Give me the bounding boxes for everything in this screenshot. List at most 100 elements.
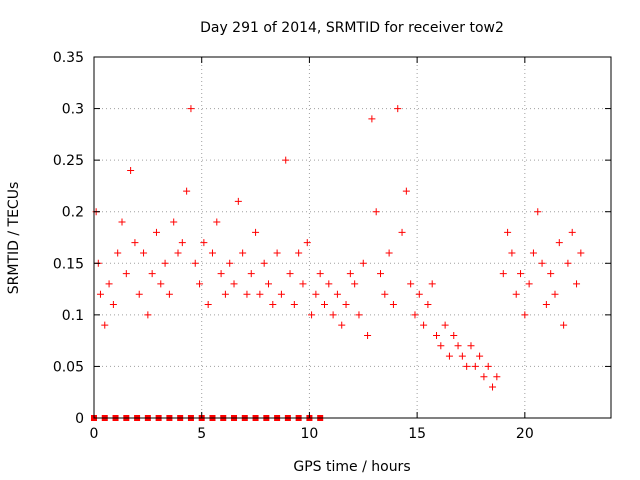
data-point (415, 290, 423, 298)
data-point (385, 249, 393, 257)
data-point (534, 208, 542, 216)
data-point (243, 290, 251, 298)
y-tick-label: 0.3 (62, 102, 84, 118)
x-tick-label: 20 (516, 426, 534, 442)
data-point (484, 362, 492, 370)
data-point (256, 290, 264, 298)
data-point (191, 259, 199, 267)
data-point (308, 311, 316, 319)
data-point (230, 280, 238, 288)
data-point (286, 270, 294, 278)
axes: 0 0.05 0.1 0.15 0.2 0.25 0.3 0.35 0 5 10 15 20 (53, 50, 611, 442)
data-point (170, 218, 178, 226)
data-point (325, 280, 333, 288)
data-point (131, 239, 139, 247)
data-point (529, 249, 537, 257)
data-point (157, 280, 165, 288)
data-point (174, 249, 182, 257)
data-point (161, 259, 169, 267)
data-point (467, 342, 475, 350)
data-point (217, 270, 225, 278)
data-point (420, 321, 428, 329)
data-point (441, 321, 449, 329)
data-point (196, 280, 204, 288)
data-point (178, 239, 186, 247)
data-point (560, 321, 568, 329)
data-point (508, 249, 516, 257)
data-point (264, 280, 272, 288)
data-point (424, 301, 432, 309)
data-point (118, 218, 126, 226)
data-point (329, 311, 337, 319)
data-point (346, 270, 354, 278)
data-point (148, 270, 156, 278)
data-point (101, 321, 109, 329)
data-point (226, 259, 234, 267)
data-point (394, 105, 402, 113)
x-tick-label: 15 (408, 426, 426, 442)
x-tick-label: 0 (90, 426, 99, 442)
data-point (411, 311, 419, 319)
data-point (458, 352, 466, 360)
data-point (445, 352, 453, 360)
data-point (568, 228, 576, 236)
data-point (564, 259, 572, 267)
data-point (234, 197, 242, 205)
data-point (295, 249, 303, 257)
data-point (381, 290, 389, 298)
data-point (355, 311, 363, 319)
data-point (398, 228, 406, 236)
data-point (450, 331, 458, 339)
data-point (577, 249, 585, 257)
data-point (114, 249, 122, 257)
data-point (320, 301, 328, 309)
data-point (105, 280, 113, 288)
data-point (428, 280, 436, 288)
data-point (165, 290, 173, 298)
data-point (303, 239, 311, 247)
data-point (290, 301, 298, 309)
data-point (471, 362, 479, 370)
data-point (200, 239, 208, 247)
data-point (454, 342, 462, 350)
data-point (463, 362, 471, 370)
data-point (135, 290, 143, 298)
data-point (269, 301, 277, 309)
chart-title: Day 291 of 2014, SRMTID for receiver tow… (200, 20, 504, 36)
data-point (109, 301, 117, 309)
data-point (144, 311, 152, 319)
data-point (368, 115, 376, 123)
data-point (282, 156, 290, 164)
data-point (359, 259, 367, 267)
data-point (342, 301, 350, 309)
x-tick-label: 10 (301, 426, 319, 442)
data-point (96, 290, 104, 298)
data-point (480, 373, 488, 381)
data-point (499, 270, 507, 278)
data-point (239, 249, 247, 257)
data-point (299, 280, 307, 288)
data-point (573, 280, 581, 288)
data-point (521, 311, 529, 319)
data-point (555, 239, 563, 247)
data-point (122, 270, 130, 278)
y-tick-label: 0.35 (53, 50, 84, 66)
data-point (433, 331, 441, 339)
data-point (204, 301, 212, 309)
data-point (183, 187, 191, 195)
data-point (372, 208, 380, 216)
grid-lines (94, 57, 611, 418)
data-point (247, 270, 255, 278)
y-tick-label: 0.1 (62, 308, 84, 324)
data-point (517, 270, 525, 278)
data-point (277, 290, 285, 298)
y-tick-label: 0.25 (53, 153, 84, 169)
data-point (140, 249, 148, 257)
data-point (252, 228, 260, 236)
data-point (551, 290, 559, 298)
y-tick-label: 0.15 (53, 256, 84, 272)
data-point (547, 270, 555, 278)
data-point (476, 352, 484, 360)
